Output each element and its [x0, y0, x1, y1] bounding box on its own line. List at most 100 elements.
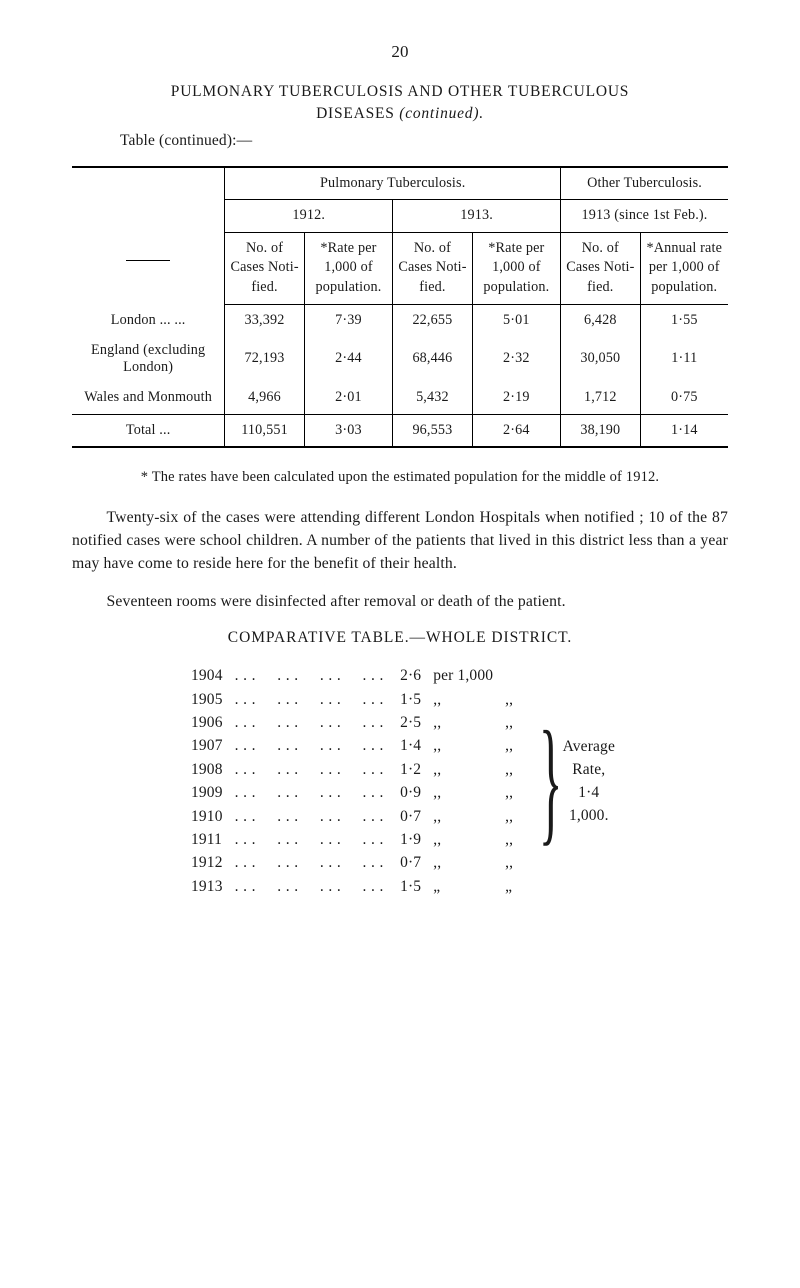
- year: 1910: [185, 805, 229, 828]
- cell: 22,655: [393, 304, 472, 336]
- header-1913-since: 1913 (since 1st Feb.).: [561, 200, 728, 233]
- cell: 1·11: [640, 336, 728, 382]
- cell: 2·01: [304, 382, 392, 414]
- ditto: ,,: [427, 711, 499, 734]
- cell: 7·39: [304, 304, 392, 336]
- value: 1·5: [394, 875, 427, 898]
- col-header-cases-1: No. of Cases Noti­fied.: [225, 232, 304, 304]
- year: 1905: [185, 688, 229, 711]
- value: 1·5: [394, 688, 427, 711]
- ditto: „: [499, 875, 519, 898]
- tuberculosis-table: Pulmonary Tuberculosis. Other Tuberculos…: [72, 166, 728, 449]
- cell: 0·75: [640, 382, 728, 414]
- cell: 1·55: [640, 304, 728, 336]
- bracket-text-4: 1,000.: [569, 807, 609, 824]
- cell: 2·19: [472, 382, 560, 414]
- table-continued-label: Table (continued):—: [120, 130, 728, 151]
- title-line-2-strong: DISEASES: [316, 105, 395, 122]
- value: 0·9: [394, 781, 427, 804]
- table-footnote: * The rates have been calculated upon th…: [72, 468, 728, 488]
- cell: 2·44: [304, 336, 392, 382]
- value: 0·7: [394, 805, 427, 828]
- ditto: ,,: [499, 805, 519, 828]
- page-number: 20: [72, 40, 728, 63]
- header-other: Other Tuberculosis.: [561, 167, 728, 200]
- year: 1912: [185, 851, 229, 874]
- value: 2·5: [394, 711, 427, 734]
- dots: ... ... ... ...: [229, 828, 394, 851]
- dots: ... ... ... ...: [229, 688, 394, 711]
- cell: 6,428: [561, 304, 640, 336]
- list-item: 1905 ... ... ... ... 1·5 ,, ,,: [185, 688, 519, 711]
- list-item: 1907 ... ... ... ... 1·4 ,, ,,: [185, 734, 519, 757]
- cell: 33,392: [225, 304, 304, 336]
- bracket-text-3: 1·4: [578, 784, 599, 801]
- bracket-label: Average Rate, 1·4 1,000.: [563, 735, 615, 828]
- title-line-1: PULMONARY TUBERCULOSIS AND OTHER TUBERCU…: [171, 83, 629, 100]
- list-item: 1910 ... ... ... ... 0·7 ,, ,,: [185, 805, 519, 828]
- cell: 5·01: [472, 304, 560, 336]
- spacer-cell: [72, 167, 225, 304]
- dots: ... ... ... ...: [229, 851, 394, 874]
- list-item: 1912 ... ... ... ... 0·7 ,, ,,: [185, 851, 519, 874]
- list-item: 1904 ... ... ... ... 2·6 per 1,000: [185, 664, 519, 687]
- list-item: 1906 ... ... ... ... 2·5 ,, ,,: [185, 711, 519, 734]
- list-item: 1908 ... ... ... ... 1·2 ,, ,,: [185, 758, 519, 781]
- col-header-cases-3: No. of Cases Noti­fied.: [561, 232, 640, 304]
- dots: ... ... ... ...: [229, 664, 394, 687]
- table-row-total: Total ... 110,551 3·03 96,553 2·64 38,19…: [72, 414, 728, 447]
- per-label: per 1,000: [427, 664, 499, 687]
- ditto: ,,: [427, 758, 499, 781]
- comparative-data: 1904 ... ... ... ... 2·6 per 1,000 1905 …: [185, 664, 519, 898]
- row-label: Wales and Mon­mouth: [72, 382, 225, 414]
- document-title: PULMONARY TUBERCULOSIS AND OTHER TUBERCU…: [72, 81, 728, 124]
- year: 1904: [185, 664, 229, 687]
- cell: 72,193: [225, 336, 304, 382]
- year: 1906: [185, 711, 229, 734]
- dots: ... ... ... ...: [229, 875, 394, 898]
- ditto: ,,: [499, 688, 519, 711]
- list-item: 1911 ... ... ... ... 1·9 ,, ,,: [185, 828, 519, 851]
- year: 1909: [185, 781, 229, 804]
- value: 1·2: [394, 758, 427, 781]
- value: 1·4: [394, 734, 427, 757]
- list-item: 1909 ... ... ... ... 0·9 ,, ,,: [185, 781, 519, 804]
- dots: ... ... ... ...: [229, 734, 394, 757]
- value: 0·7: [394, 851, 427, 874]
- col-header-cases-2: No. of Cases Noti­fied.: [393, 232, 472, 304]
- bracket-text-1: Average: [563, 738, 615, 755]
- header-pulmonary: Pulmonary Tuberculosis.: [225, 167, 561, 200]
- ditto: ,,: [427, 851, 499, 874]
- cell: 3·03: [304, 414, 392, 447]
- year: 1913: [185, 875, 229, 898]
- cell: 1,712: [561, 382, 640, 414]
- paragraph-1: Twenty-six of the cases were attending d…: [72, 506, 728, 576]
- ditto: ,,: [427, 734, 499, 757]
- ditto: ,,: [499, 781, 519, 804]
- header-1913: 1913.: [393, 200, 561, 233]
- year: 1911: [185, 828, 229, 851]
- bracket-text-2: Rate,: [572, 761, 605, 778]
- year: 1907: [185, 734, 229, 757]
- ditto: ,,: [427, 828, 499, 851]
- col-header-rate-2: *Rate per 1,000 of popu­lation.: [472, 232, 560, 304]
- ditto: ,,: [427, 805, 499, 828]
- cell: 110,551: [225, 414, 304, 447]
- cell: 4,966: [225, 382, 304, 414]
- bracket-group: } Average Rate, 1·4 1,000.: [539, 725, 615, 837]
- dots: ... ... ... ...: [229, 805, 394, 828]
- col-header-annual: *Annual rate per 1,000 of popu­lation.: [640, 232, 728, 304]
- brace-icon: }: [539, 725, 563, 837]
- ditto: ,,: [427, 688, 499, 711]
- cell: 38,190: [561, 414, 640, 447]
- ditto: ,,: [499, 851, 519, 874]
- cell: 2·64: [472, 414, 560, 447]
- table-row: England (exclud­ing London) 72,193 2·44 …: [72, 336, 728, 382]
- paragraph-2: Seventeen rooms were disinfected after r…: [72, 590, 728, 613]
- ditto: ,,: [499, 734, 519, 757]
- cell: 2·32: [472, 336, 560, 382]
- dots: ... ... ... ...: [229, 711, 394, 734]
- comparative-table: 1904 ... ... ... ... 2·6 per 1,000 1905 …: [72, 664, 728, 898]
- title-line-2-rest: (continued).: [399, 105, 484, 122]
- cell: 5,432: [393, 382, 472, 414]
